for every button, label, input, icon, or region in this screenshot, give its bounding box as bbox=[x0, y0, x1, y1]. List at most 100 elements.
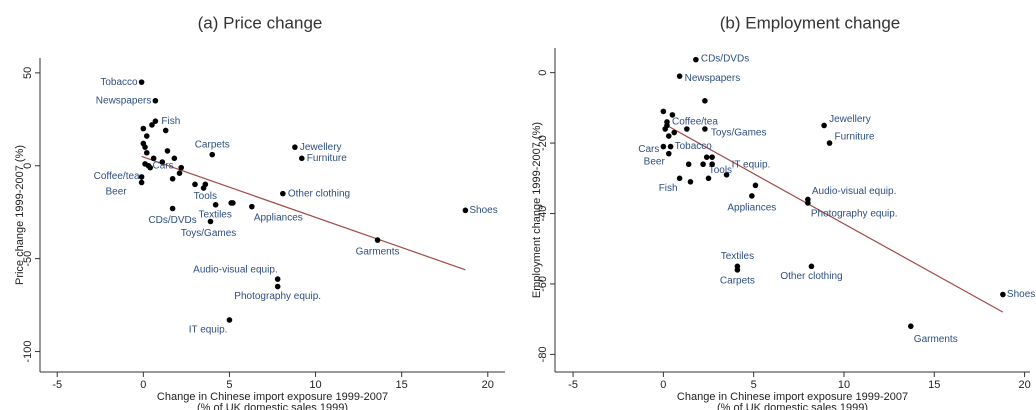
fit-line bbox=[141, 155, 466, 271]
point bbox=[149, 122, 155, 128]
point bbox=[687, 179, 694, 185]
point bbox=[662, 126, 668, 132]
point-label: Furniture bbox=[307, 153, 347, 164]
point bbox=[808, 263, 815, 270]
point bbox=[142, 144, 148, 150]
x-tick-label: 15 bbox=[396, 379, 408, 391]
x-tick-label: 5 bbox=[751, 379, 757, 391]
point bbox=[1000, 291, 1006, 298]
point-label: Appliances bbox=[727, 203, 776, 214]
chart-title: (a) Price change bbox=[198, 13, 323, 32]
point bbox=[665, 133, 672, 139]
point bbox=[693, 56, 699, 63]
point bbox=[702, 98, 708, 104]
x-tick-label: -5 bbox=[52, 379, 62, 391]
x-tick-label: 20 bbox=[482, 379, 494, 391]
point bbox=[665, 150, 672, 157]
point-label: Coffee/tea bbox=[672, 117, 718, 128]
point bbox=[821, 122, 827, 129]
point-label: IT equip. bbox=[189, 325, 228, 336]
point-label: Jewellery bbox=[300, 142, 342, 153]
y-tick-label: -60 bbox=[537, 276, 549, 292]
point-label: CDs/DVDs bbox=[701, 53, 749, 64]
point bbox=[152, 118, 159, 124]
point bbox=[292, 144, 298, 150]
point bbox=[676, 73, 683, 79]
point bbox=[152, 97, 159, 104]
point bbox=[907, 323, 914, 330]
point bbox=[138, 79, 145, 85]
y-tick-label: 50 bbox=[22, 67, 34, 79]
point bbox=[169, 175, 176, 182]
point-label: Photography equip. bbox=[811, 209, 898, 220]
x-tick-label: 10 bbox=[838, 379, 850, 391]
point bbox=[171, 155, 178, 162]
point bbox=[723, 171, 730, 178]
point bbox=[207, 218, 214, 225]
point bbox=[164, 148, 171, 154]
x-tick-label: 10 bbox=[309, 379, 321, 391]
y-tick-label: -20 bbox=[537, 135, 549, 151]
fit-line bbox=[666, 124, 1004, 313]
point-label: Other clothing bbox=[780, 271, 842, 282]
point bbox=[178, 164, 185, 171]
point bbox=[143, 149, 150, 156]
point bbox=[274, 276, 281, 282]
point-label: Appliances bbox=[254, 212, 303, 223]
point-label: Tools bbox=[709, 165, 732, 176]
point bbox=[138, 174, 145, 180]
point bbox=[684, 126, 690, 132]
point bbox=[138, 179, 145, 186]
x-axis-label: (% of UK domestic sales 1999) bbox=[197, 402, 348, 410]
point bbox=[669, 112, 676, 118]
point-label: Textiles bbox=[721, 251, 754, 262]
point-label: Tobacco bbox=[675, 141, 713, 152]
point-label: Carpets bbox=[720, 276, 755, 287]
point bbox=[700, 161, 706, 168]
point-label: Carpets bbox=[195, 139, 230, 150]
point bbox=[176, 170, 183, 176]
y-axis-label: Employment change 1999-2007 (%) bbox=[531, 122, 543, 298]
point bbox=[140, 125, 147, 132]
point bbox=[752, 182, 759, 189]
point bbox=[734, 267, 741, 273]
point-label: Fish bbox=[161, 116, 180, 127]
point-label: CDs/DVDs bbox=[148, 215, 196, 226]
point-label: Newspapers bbox=[685, 73, 741, 84]
x-axis-label: (% of UK domestic sales 1999) bbox=[717, 402, 868, 410]
point-label: Fish bbox=[659, 183, 678, 194]
y-tick-label: -80 bbox=[537, 346, 549, 362]
x-tick-label: -5 bbox=[568, 379, 578, 391]
point bbox=[660, 108, 667, 115]
y-tick-label: 0 bbox=[537, 70, 549, 76]
point bbox=[147, 164, 154, 171]
point bbox=[749, 193, 755, 199]
point bbox=[298, 155, 305, 162]
x-tick-label: 0 bbox=[140, 379, 146, 391]
point bbox=[676, 175, 683, 182]
point-label: Other clothing bbox=[288, 188, 350, 199]
x-tick-label: 5 bbox=[226, 379, 232, 391]
point bbox=[159, 159, 166, 165]
point bbox=[249, 203, 255, 210]
point-label: Jewellery bbox=[829, 114, 871, 125]
point bbox=[162, 127, 169, 134]
point bbox=[702, 126, 708, 132]
y-tick-label: -50 bbox=[22, 251, 34, 267]
point bbox=[660, 143, 667, 150]
point-label: Tools bbox=[194, 191, 217, 202]
point bbox=[667, 143, 674, 150]
y-tick-label: -100 bbox=[22, 341, 34, 363]
point-label: Shoes bbox=[469, 205, 497, 216]
chart-title: (b) Employment change bbox=[720, 13, 900, 32]
x-axis-label: Change in Chinese import exposure 1999-2… bbox=[677, 391, 908, 403]
point bbox=[226, 317, 233, 323]
x-axis-label: Change in Chinese import exposure 1999-2… bbox=[157, 391, 388, 403]
point-label: Garments bbox=[914, 334, 958, 345]
point bbox=[200, 185, 207, 191]
point-label: Cars bbox=[153, 160, 174, 171]
point bbox=[212, 201, 219, 208]
point bbox=[709, 154, 715, 160]
point-label: Newspapers bbox=[96, 95, 152, 106]
